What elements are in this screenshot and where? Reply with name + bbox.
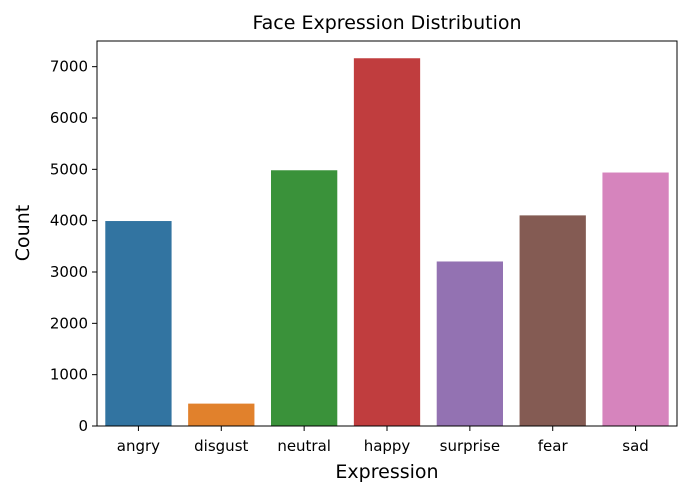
x-tick-label-angry: angry <box>117 437 160 455</box>
y-tick-label-5000: 5000 <box>50 160 88 178</box>
bar-neutral <box>271 170 338 426</box>
x-tick-label-fear: fear <box>538 437 569 455</box>
y-axis: 0 1000 2000 3000 4000 5000 6000 7000 <box>50 58 97 435</box>
y-tick-label-1000: 1000 <box>50 366 88 384</box>
bar-surprise <box>436 261 503 426</box>
y-tick-label-7000: 7000 <box>50 58 88 76</box>
x-tick-label-disgust: disgust <box>194 437 248 455</box>
chart-title: Face Expression Distribution <box>252 12 521 34</box>
y-tick-label-2000: 2000 <box>50 314 88 332</box>
y-tick-label-4000: 4000 <box>50 212 88 230</box>
y-axis-label: Count <box>12 205 34 261</box>
bar-sad <box>602 172 669 426</box>
x-axis-label: Expression <box>335 461 438 483</box>
bar-happy <box>353 58 421 426</box>
x-tick-label-happy: happy <box>364 437 411 455</box>
bar-disgust <box>188 403 255 426</box>
bar-fear <box>519 215 586 426</box>
x-tick-label-neutral: neutral <box>277 437 331 455</box>
y-tick-label-0: 0 <box>78 417 88 435</box>
bars-layer <box>105 58 669 426</box>
x-axis: angry disgust neutral happy surprise fear sad <box>117 426 649 455</box>
bar-angry <box>105 221 172 426</box>
x-tick-label-surprise: surprise <box>440 437 500 455</box>
x-tick-label-sad: sad <box>622 437 649 455</box>
y-tick-label-3000: 3000 <box>50 263 88 281</box>
plot-frame <box>96 40 678 427</box>
y-tick-label-6000: 6000 <box>50 109 88 127</box>
